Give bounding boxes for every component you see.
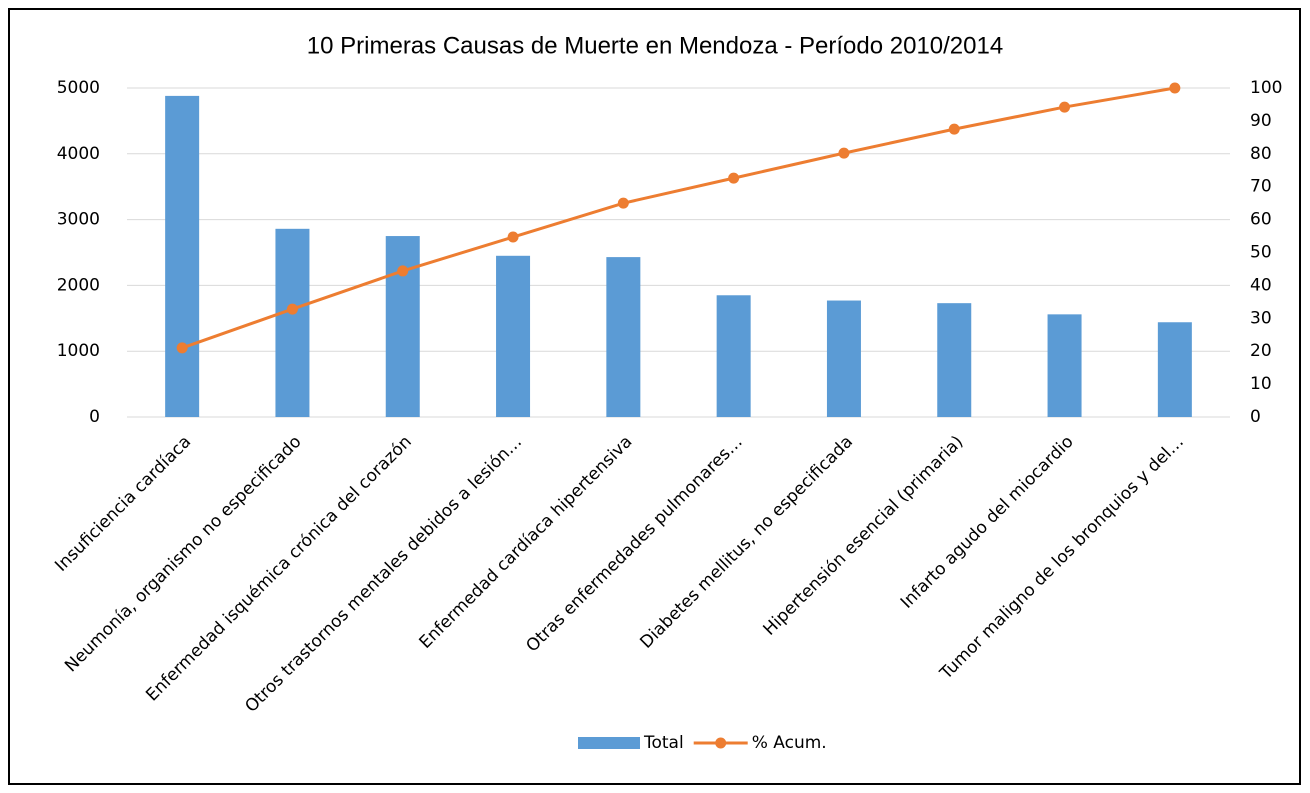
bar bbox=[937, 303, 972, 417]
y2-tick-label: 50 bbox=[1250, 243, 1272, 263]
line-point bbox=[948, 123, 960, 135]
line-point bbox=[397, 265, 409, 277]
y2-tick-label: 90 bbox=[1250, 111, 1272, 131]
y-tick-label: 2000 bbox=[57, 275, 100, 295]
y2-tick-label: 70 bbox=[1250, 177, 1272, 197]
bar bbox=[1157, 322, 1192, 417]
y-tick-label: 3000 bbox=[57, 210, 100, 230]
y2-tick-label: 100 bbox=[1250, 78, 1282, 98]
line-point bbox=[838, 147, 850, 159]
bar bbox=[496, 255, 531, 417]
bar bbox=[826, 300, 861, 417]
line-point bbox=[1169, 82, 1181, 94]
y2-tick-label: 40 bbox=[1250, 275, 1272, 295]
y-tick-label: 4000 bbox=[57, 144, 100, 164]
bar bbox=[606, 257, 641, 417]
line bbox=[181, 86, 1176, 350]
chart-border bbox=[8, 8, 1301, 785]
y2-tick-label: 60 bbox=[1250, 210, 1272, 230]
line-point bbox=[617, 197, 629, 209]
line-point bbox=[728, 172, 740, 184]
line-point bbox=[507, 231, 519, 243]
chart-title: 10 Primeras Causas de Muerte en Mendoza … bbox=[307, 32, 1003, 59]
line-point bbox=[1059, 101, 1071, 113]
bar bbox=[275, 228, 310, 417]
bar bbox=[165, 95, 200, 418]
y-tick-label: 5000 bbox=[57, 78, 100, 98]
y2-tick-label: 10 bbox=[1250, 374, 1272, 394]
bar bbox=[716, 295, 751, 417]
legend-swatch bbox=[578, 737, 640, 749]
legend-label: Total bbox=[643, 733, 684, 753]
legend-label: % Acum. bbox=[752, 733, 827, 753]
y2-tick-label: 30 bbox=[1250, 308, 1272, 328]
line-point bbox=[176, 342, 188, 354]
y2-tick-label: 20 bbox=[1250, 341, 1272, 361]
legend-swatch bbox=[715, 737, 727, 749]
y2-tick-label: 80 bbox=[1250, 144, 1272, 164]
y-tick-label: 0 bbox=[89, 407, 100, 427]
line-point bbox=[286, 303, 298, 315]
y-tick-label: 1000 bbox=[57, 341, 100, 361]
bar bbox=[1047, 314, 1082, 417]
bar bbox=[385, 236, 420, 417]
y2-tick-label: 0 bbox=[1250, 407, 1261, 427]
